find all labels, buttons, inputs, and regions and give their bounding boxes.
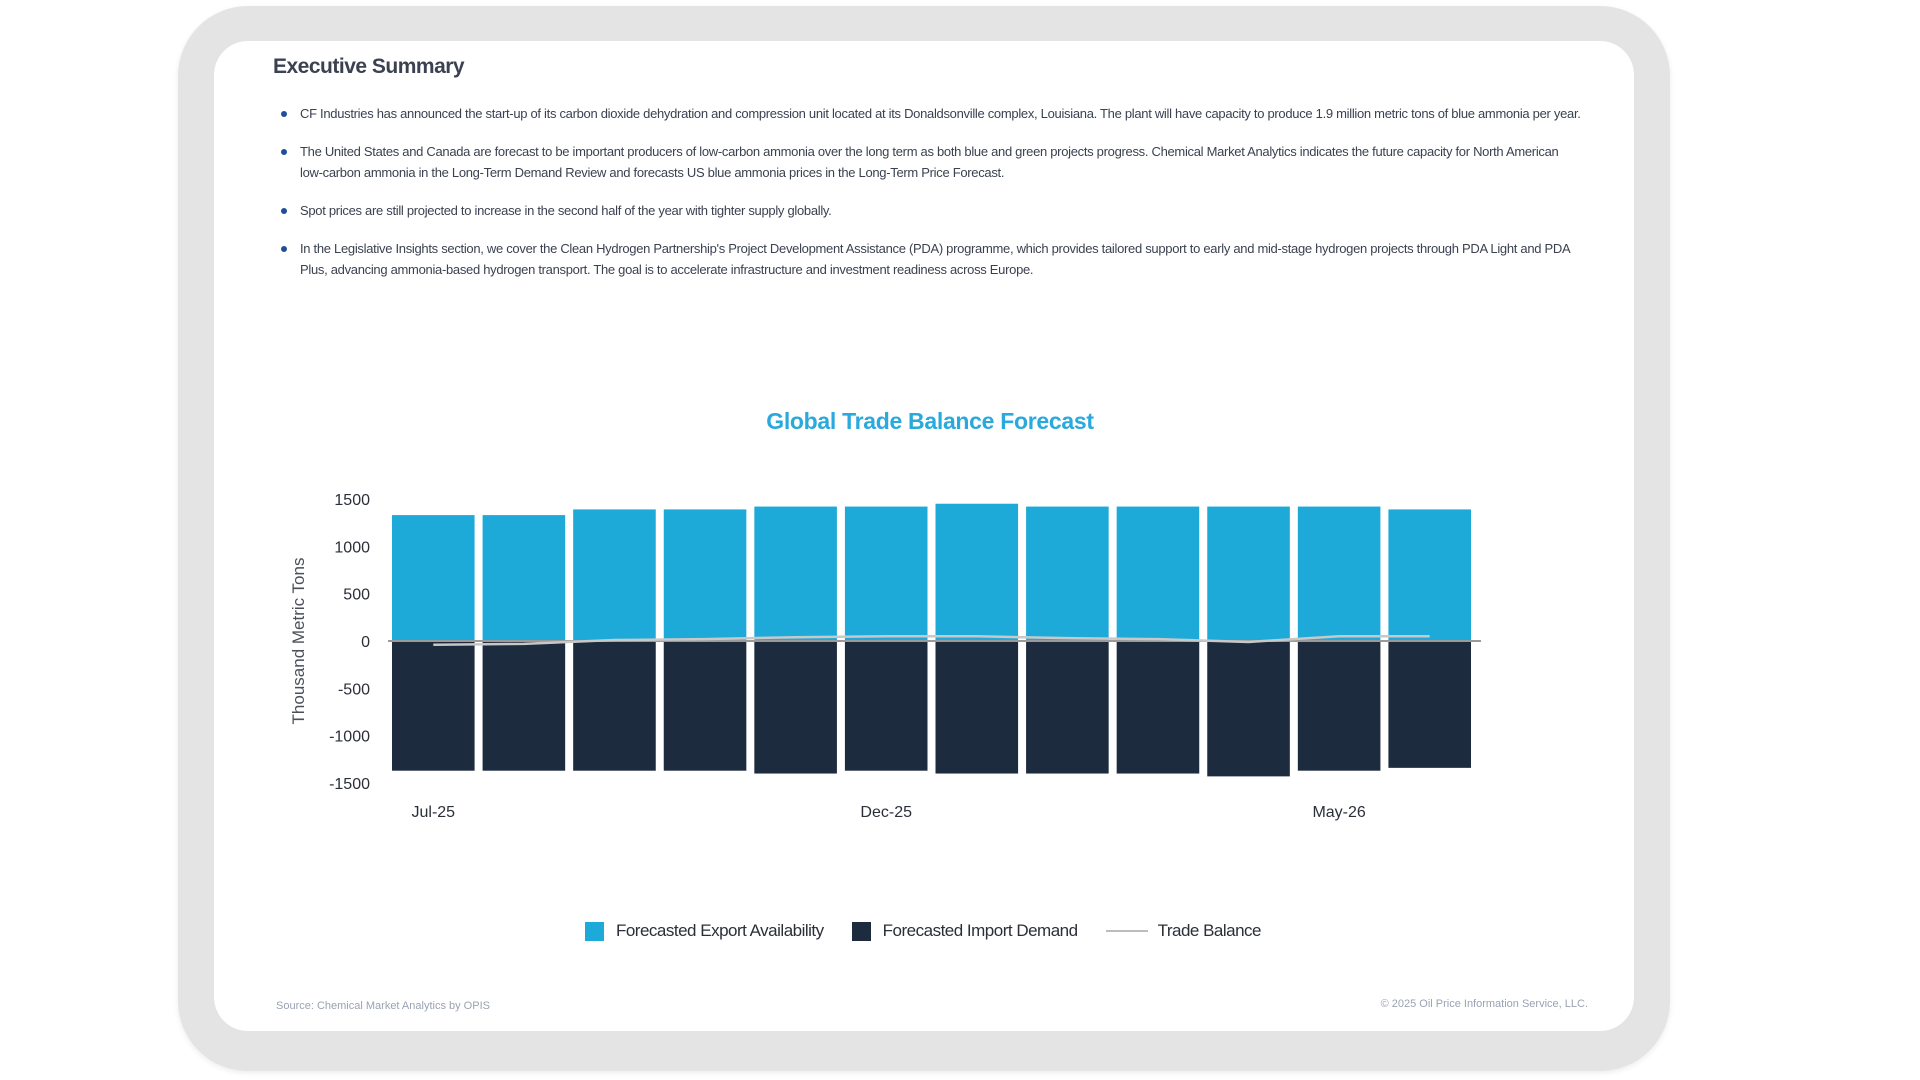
bullet-text: In the Legislative Insights section, we … (300, 241, 1570, 277)
bullet-icon (281, 208, 287, 214)
bullet-icon (281, 149, 287, 155)
import-bar (482, 641, 566, 771)
export-bar (663, 509, 747, 641)
x-tick-label: May-26 (1312, 804, 1365, 821)
export-bar (1207, 506, 1290, 641)
legend-balance: Trade Balance (1105, 921, 1262, 941)
import-bar (392, 641, 475, 771)
x-tick-label: Dec-25 (860, 804, 912, 821)
x-tick-label: Jul-25 (412, 804, 456, 821)
export-bar (392, 515, 475, 641)
y-tick-label: 1500 (334, 492, 370, 509)
import-bar (1116, 641, 1200, 774)
legend-export-swatch (584, 921, 604, 941)
y-tick-label: 500 (343, 587, 370, 604)
bullet-text: Spot prices are still projected to incre… (300, 203, 832, 218)
export-bar (754, 506, 837, 641)
copyright-note: © 2025 Oil Price Information Service, LL… (1380, 998, 1588, 1010)
y-tick-label: 0 (361, 634, 370, 651)
bullet-item: In the Legislative Insights section, we … (281, 238, 1581, 280)
bullet-text: The United States and Canada are forecas… (300, 144, 1559, 180)
legend-balance-line (1105, 930, 1148, 932)
y-tick-label: 1000 (334, 539, 370, 556)
export-bar (1026, 506, 1109, 641)
legend-import-label: Forecasted Import Demand (882, 921, 1078, 940)
export-bar (1297, 506, 1381, 641)
import-bar (1026, 641, 1109, 774)
export-bar (935, 503, 1019, 641)
export-bar (844, 506, 928, 641)
export-bar (573, 509, 656, 641)
bullet-item: The United States and Canada are forecas… (281, 141, 1581, 183)
export-bar (1116, 506, 1200, 641)
report-page: Executive Summary CF Industries has anno… (214, 41, 1634, 1031)
legend-export-label: Forecasted Export Availability (615, 921, 824, 940)
legend-balance-label: Trade Balance (1157, 921, 1262, 940)
legend-import: Forecasted Import Demand (851, 921, 1078, 941)
import-bar (844, 641, 928, 771)
y-tick-label: -500 (338, 681, 370, 698)
bullet-icon (281, 111, 287, 117)
y-tick-label: -1500 (329, 776, 370, 793)
bullet-icon (281, 246, 287, 252)
export-bar (482, 515, 566, 641)
chart-legend: Forecasted Export Availability Forecaste… (214, 921, 1646, 941)
bullet-text: CF Industries has announced the start-up… (300, 106, 1581, 121)
import-bar (754, 641, 837, 774)
y-tick-label: -1000 (329, 729, 370, 746)
import-bar (1297, 641, 1381, 771)
source-note: Source: Chemical Market Analytics by OPI… (276, 1000, 490, 1012)
export-bar (1388, 509, 1471, 641)
import-bar (1388, 641, 1471, 768)
chart-title: Global Trade Balance Forecast (766, 408, 1094, 434)
trade-balance-chart: 1500 1000 500 0 -500 -1000 -1500 Thousand Metri… (289, 492, 1481, 821)
import-bar (935, 641, 1019, 774)
legend-export: Forecasted Export Availability (584, 921, 824, 941)
bullet-item: CF Industries has announced the start-up… (281, 103, 1581, 124)
trade-balance-line (433, 635, 1430, 647)
summary-bullets: CF Industries has announced the start-up… (281, 103, 1581, 297)
executive-summary-heading: Executive Summary (273, 55, 465, 78)
legend-import-swatch (851, 921, 871, 941)
import-bar (663, 641, 747, 771)
import-bar (573, 641, 656, 771)
bullet-item: Spot prices are still projected to incre… (281, 200, 1581, 221)
y-axis-label: Thousand Metric Tons (289, 558, 308, 725)
import-bar (1207, 641, 1290, 777)
